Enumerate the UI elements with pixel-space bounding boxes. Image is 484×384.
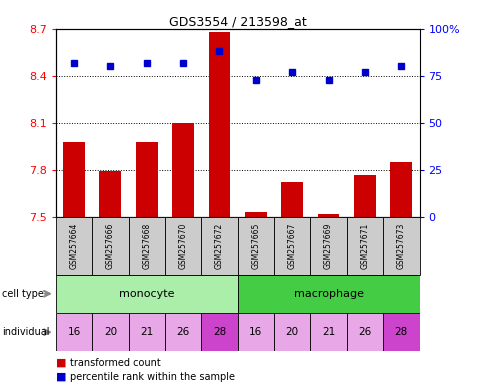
Bar (56, 217, 92, 275)
Text: percentile rank within the sample: percentile rank within the sample (70, 372, 235, 382)
Bar (128, 217, 165, 275)
Bar (208, 32, 230, 217)
Bar (237, 275, 419, 313)
Text: ■: ■ (56, 372, 66, 382)
Text: transformed count: transformed count (70, 358, 161, 368)
Bar (346, 313, 382, 351)
Text: GSM257670: GSM257670 (178, 223, 187, 269)
Text: GSM257666: GSM257666 (106, 223, 115, 269)
Text: GSM257665: GSM257665 (251, 223, 260, 269)
Bar (136, 142, 157, 217)
Bar (165, 313, 201, 351)
Bar (273, 217, 310, 275)
Text: 28: 28 (212, 327, 226, 337)
Bar (63, 142, 85, 217)
Text: macrophage: macrophage (293, 289, 363, 299)
Bar (382, 217, 419, 275)
Bar (92, 313, 128, 351)
Text: 21: 21 (321, 327, 334, 337)
Bar (310, 313, 346, 351)
Text: GSM257664: GSM257664 (69, 223, 78, 269)
Bar (201, 217, 237, 275)
Bar (382, 313, 419, 351)
Text: ■: ■ (56, 358, 66, 368)
Text: 16: 16 (67, 327, 80, 337)
Text: 20: 20 (104, 327, 117, 337)
Text: 26: 26 (358, 327, 371, 337)
Bar (353, 175, 375, 217)
Bar (310, 217, 346, 275)
Bar (201, 313, 237, 351)
Text: individual: individual (2, 327, 50, 337)
Bar (172, 123, 194, 217)
Bar (237, 313, 273, 351)
Bar (165, 217, 201, 275)
Text: GSM257667: GSM257667 (287, 223, 296, 269)
Text: GSM257672: GSM257672 (214, 223, 224, 269)
Bar (273, 313, 310, 351)
Bar (317, 214, 339, 217)
Text: 28: 28 (394, 327, 407, 337)
Text: monocyte: monocyte (119, 289, 174, 299)
Text: 16: 16 (249, 327, 262, 337)
Bar (346, 217, 382, 275)
Text: 20: 20 (285, 327, 298, 337)
Text: GSM257673: GSM257673 (396, 223, 405, 269)
Text: GSM257669: GSM257669 (323, 223, 333, 269)
Bar (390, 162, 411, 217)
Text: cell type: cell type (2, 289, 44, 299)
Bar (244, 212, 266, 217)
Bar (56, 313, 92, 351)
Bar (99, 172, 121, 217)
Text: 21: 21 (140, 327, 153, 337)
Text: GSM257671: GSM257671 (360, 223, 369, 269)
Bar (237, 217, 273, 275)
Text: 26: 26 (176, 327, 189, 337)
Bar (56, 275, 237, 313)
Text: GSM257668: GSM257668 (142, 223, 151, 269)
Title: GDS3554 / 213598_at: GDS3554 / 213598_at (168, 15, 306, 28)
Bar (92, 217, 128, 275)
Bar (128, 313, 165, 351)
Bar (281, 182, 302, 217)
